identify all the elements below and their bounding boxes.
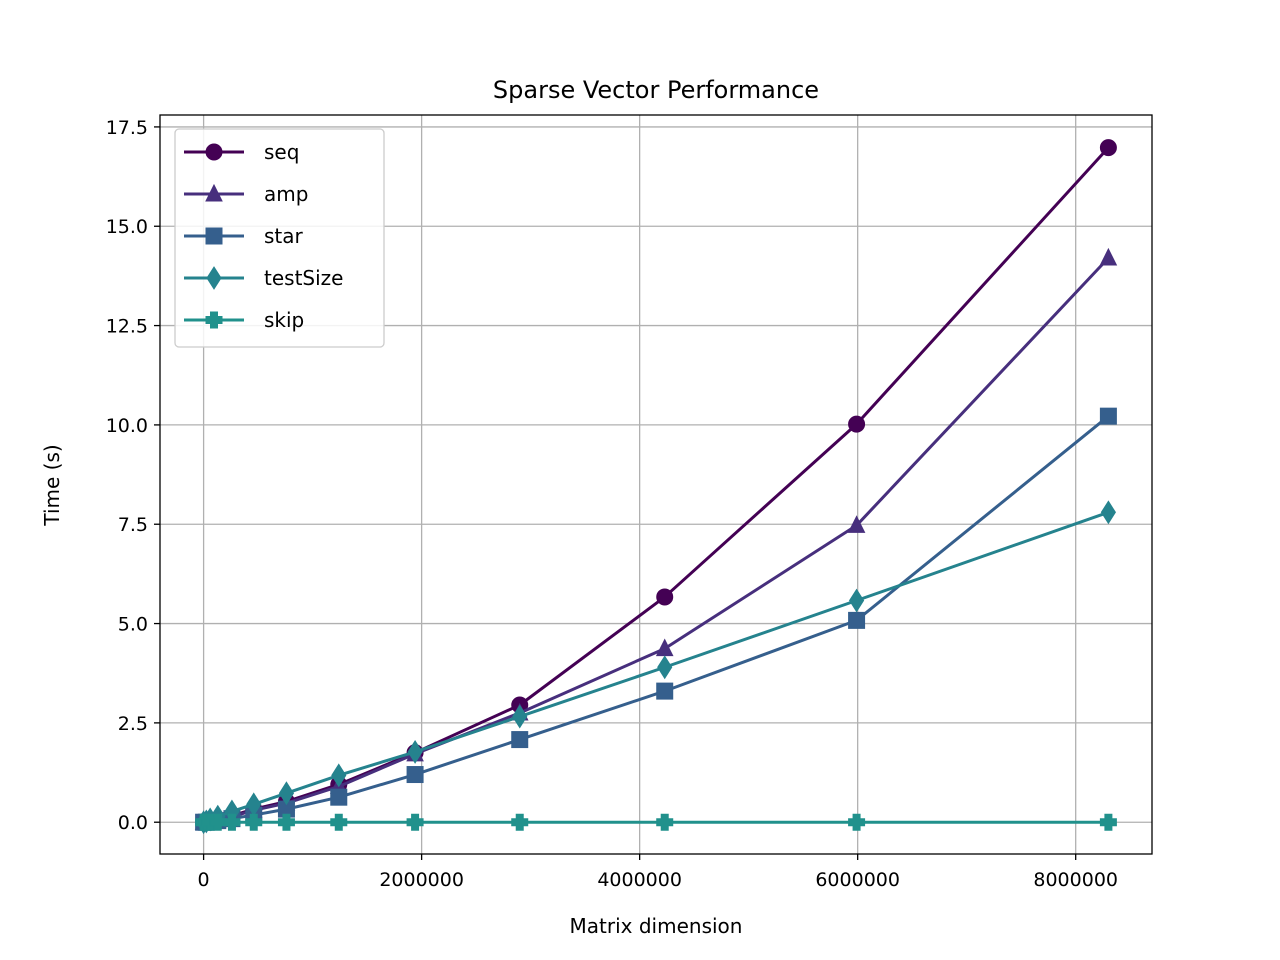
data-point-seq <box>1099 139 1117 157</box>
data-point-star <box>848 611 866 629</box>
data-point-skip <box>277 813 295 831</box>
legend-label: star <box>264 224 304 248</box>
data-point-skip <box>511 813 529 831</box>
x-tick-label: 6000000 <box>815 869 900 891</box>
legend-label: testSize <box>264 266 343 290</box>
legend-item-testSize: testSize <box>184 266 343 290</box>
data-point-testSize <box>278 781 295 806</box>
data-point-seq <box>848 415 866 433</box>
y-tick-label: 10.0 <box>106 415 148 437</box>
data-point-testSize <box>657 655 673 680</box>
legend-label: seq <box>264 140 299 164</box>
data-point-testSize <box>407 739 423 764</box>
grid <box>160 115 1152 854</box>
data-point-star <box>406 766 424 784</box>
data-point-amp <box>1099 247 1118 266</box>
y-tick-label: 17.5 <box>106 117 148 139</box>
data-point-skip <box>209 813 227 831</box>
y-tick-label: 12.5 <box>106 316 148 338</box>
data-point-testSize <box>331 763 347 788</box>
x-tick-label: 0 <box>198 869 210 891</box>
legend-item-skip: skip <box>184 308 304 332</box>
data-point-testSize <box>848 588 865 613</box>
legend-label: amp <box>264 182 308 206</box>
legend-label: skip <box>264 308 304 332</box>
y-axis-label: Time (s) <box>40 444 64 526</box>
series-layer <box>194 139 1118 835</box>
data-point-amp <box>847 515 866 533</box>
data-point-star <box>656 682 674 700</box>
y-tick-label: 15.0 <box>106 216 148 238</box>
x-tick-label: 4000000 <box>597 869 682 891</box>
legend-marker <box>205 183 223 202</box>
legend: seq amp star testSize skip <box>174 128 385 348</box>
axis-ticks: 0 2000000 4000000 6000000 8000000 0.0 2.5 5.0 7.… <box>106 117 1118 891</box>
legend-marker <box>205 311 223 329</box>
chart-title: Sparse Vector Performance <box>493 76 819 104</box>
data-point-skip <box>656 813 674 831</box>
y-tick-label: 2.5 <box>118 713 148 735</box>
data-point-skip <box>406 813 424 831</box>
x-tick-label: 2000000 <box>379 869 464 891</box>
data-point-testSize <box>1100 500 1116 525</box>
legend-item-seq: seq <box>184 140 299 164</box>
plot-frame <box>159 114 1153 855</box>
legend-box <box>174 128 385 348</box>
legend-item-star: star <box>184 224 304 248</box>
x-axis-label: Matrix dimension <box>570 914 743 938</box>
series-skip <box>195 813 1117 831</box>
legend-marker <box>205 227 223 245</box>
legend-marker <box>206 266 222 290</box>
data-point-skip <box>330 813 348 831</box>
legend-item-amp: amp <box>184 182 308 206</box>
legend-marker <box>205 143 223 161</box>
data-point-skip <box>1099 813 1117 831</box>
data-point-star <box>330 788 348 806</box>
data-point-skip <box>223 813 241 831</box>
y-tick-label: 5.0 <box>118 614 148 636</box>
data-point-seq <box>656 588 674 606</box>
data-point-star <box>511 731 529 749</box>
data-point-star <box>1099 407 1117 425</box>
data-point-skip <box>848 813 866 831</box>
y-tick-label: 7.5 <box>118 514 148 536</box>
y-tick-label: 0.0 <box>118 812 148 834</box>
data-point-testSize <box>512 704 528 729</box>
data-point-skip <box>245 813 263 831</box>
x-tick-label: 8000000 <box>1033 869 1118 891</box>
